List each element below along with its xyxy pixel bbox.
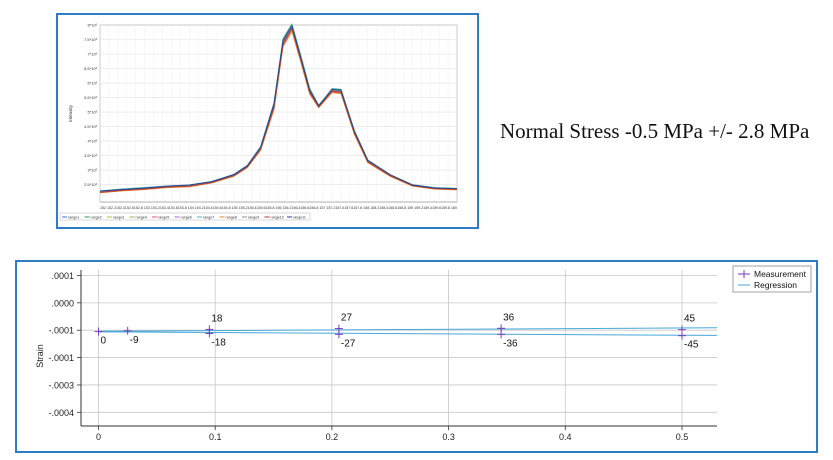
y-tick-label: 4.5*10³ (84, 124, 98, 129)
x-tick-label: 0.3 (442, 432, 455, 442)
point-label: 0 (101, 336, 107, 347)
y-tick-label: .0001 (51, 271, 74, 281)
legend-label-range8: range8 (226, 215, 237, 219)
legend-label-measurement: Measurement (754, 269, 807, 279)
y-tick-label: .0000 (51, 298, 74, 308)
legend-label-range7: range7 (203, 215, 214, 219)
y-tick-label: 8*10³ (87, 23, 97, 28)
legend-label-range2: range2 (91, 215, 102, 219)
series-line-range8 (99, 30, 458, 194)
x-tick-label: 0.4 (559, 432, 572, 442)
point-label: -36 (503, 338, 518, 349)
y-tick-label: 7.5*10³ (84, 37, 98, 42)
regression-line (98, 331, 718, 336)
legend-label-range6: range6 (181, 215, 192, 219)
y-tick-label: 7*10³ (87, 52, 97, 57)
legend-label-range4: range4 (136, 215, 147, 219)
point-label: 45 (684, 314, 696, 325)
series-line-range10 (99, 27, 458, 193)
y-tick-label: -.0001 (48, 353, 74, 363)
strain-chart-panel: .0001 .0000 -.0001 -.0001 -.0003 -.0004 0 0.1 0.… (15, 260, 818, 453)
point-label: -27 (341, 338, 356, 349)
spectrum-chart-panel: 8*10³ 7.5*10³ 7*10³ 6.5*10³ 6*10³ 5.5*10³ 5*10… (56, 13, 479, 229)
plot-area (81, 270, 717, 426)
x-tick-label: 0.5 (676, 432, 689, 442)
point-label: 27 (341, 313, 353, 324)
y-tick-label: 5.5*10³ (84, 95, 98, 100)
x-tick-labels: 152 152.2152.4152.6152.8 153 153.2153.41… (100, 206, 457, 210)
series-line-range11 (99, 25, 458, 192)
y-tick-label: 6.5*10³ (84, 66, 98, 71)
point-label: 18 (211, 313, 223, 324)
x-tick-label: 0.2 (326, 432, 339, 442)
spectrum-chart: 8*10³ 7.5*10³ 7*10³ 6.5*10³ 6*10³ 5.5*10³ 5*10… (59, 23, 458, 221)
point-label: -9 (130, 335, 139, 346)
legend-label-range3: range3 (113, 215, 124, 219)
y-tick-label: -.0003 (48, 380, 74, 390)
legend-label-range5: range5 (158, 215, 169, 219)
point-label: -18 (211, 337, 226, 348)
y-tick-label: 6*10³ (87, 81, 97, 86)
strain-chart: .0001 .0000 -.0001 -.0001 -.0003 -.0004 0 0.1 0.… (35, 265, 812, 442)
legend-label-range10: range10 (271, 215, 284, 219)
y-tick-label: 3*10³ (87, 168, 97, 173)
x-tick-label: 0.1 (209, 432, 222, 442)
legend-label-regression: Regression (754, 280, 797, 290)
y-axis-label: Strain (35, 344, 45, 368)
legend-box (732, 265, 812, 293)
legend-box (59, 212, 311, 221)
legend-label-range9: range9 (248, 215, 259, 219)
regression-line (98, 327, 718, 332)
y-tick-label: -.0004 (48, 408, 74, 418)
legend-label-range11: range11 (293, 215, 306, 219)
point-label: 36 (503, 312, 515, 323)
y-tick-label: 3.5*10³ (84, 153, 98, 158)
y-tick-label: -.0001 (48, 326, 74, 336)
y-axis-label: Intensity (68, 104, 73, 122)
point-label: -45 (684, 340, 699, 351)
normal-stress-text: Normal Stress -0.5 MPa +/- 2.8 MPa (500, 119, 810, 143)
y-tick-label: 2.5*10³ (84, 182, 98, 187)
x-tick-label: 0 (96, 432, 101, 442)
y-tick-label: 4*10³ (87, 139, 97, 144)
y-tick-label: 5*10³ (87, 110, 97, 115)
legend-label-range1: range1 (68, 215, 79, 219)
